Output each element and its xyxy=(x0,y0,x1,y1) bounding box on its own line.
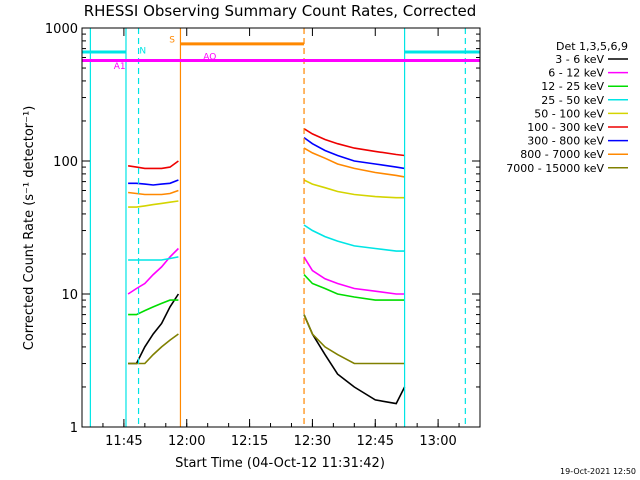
plot-frame xyxy=(81,27,481,428)
x-tick-label-5: 13:00 xyxy=(419,434,456,449)
series-line-5-1 xyxy=(303,128,405,157)
series-line-4-1 xyxy=(303,179,405,199)
series-line-6-0 xyxy=(128,179,179,186)
interval-label-n: N xyxy=(139,46,146,56)
series-line-3-0 xyxy=(128,256,179,261)
x-tick-label-4: 12:45 xyxy=(357,434,394,449)
interval-label-ao: AO xyxy=(203,53,216,63)
x-tick-label-1: 12:00 xyxy=(168,434,205,449)
series-line-4-0 xyxy=(128,200,179,208)
interval-bars: N S AO A1 xyxy=(82,35,480,72)
footer-timestamp: 19-Oct-2021 12:50 xyxy=(560,467,636,476)
x-axis-label: Start Time (04-Oct-12 11:31:42) xyxy=(175,456,385,471)
x-tick-label-2: 12:15 xyxy=(231,434,268,449)
axes: 11:45 12:00 12:15 12:30 12:45 13:00 1 10 100 1000 xyxy=(45,22,481,449)
legend-label-3: 25 - 50 keV xyxy=(541,94,604,107)
y-axis-label: Corrected Count Rate (s⁻¹ detector⁻¹) xyxy=(22,106,37,351)
series-line-3-1 xyxy=(303,224,405,252)
series-line-8-1 xyxy=(303,314,405,365)
series-line-0-1 xyxy=(303,314,406,405)
y-tick-label-2: 100 xyxy=(53,155,78,170)
legend-label-7: 800 - 7000 keV xyxy=(520,148,604,161)
x-tick-label-0: 11:45 xyxy=(105,434,142,449)
x-tick-label-3: 12:30 xyxy=(294,434,331,449)
legend-label-6: 300 - 800 keV xyxy=(527,135,604,148)
series-line-1-0 xyxy=(127,247,179,295)
legend-title: Det 1,3,5,6,9 xyxy=(556,40,628,53)
legend-label-5: 100 - 300 keV xyxy=(527,121,604,134)
legend-label-8: 7000 - 15000 keV xyxy=(506,162,604,175)
legend-label-0: 3 - 6 keV xyxy=(555,53,604,66)
series-line-7-0 xyxy=(128,189,179,196)
chart-title: RHESSI Observing Summary Count Rates, Co… xyxy=(84,2,477,20)
series-line-5-0 xyxy=(127,160,179,170)
legend-label-2: 12 - 25 keV xyxy=(541,80,604,93)
series-line-0-0 xyxy=(128,293,180,365)
series-line-2-0 xyxy=(128,299,179,316)
series-layer xyxy=(127,128,406,405)
legend-label-1: 6 - 12 keV xyxy=(548,67,604,80)
series-line-7-1 xyxy=(303,147,405,178)
series-line-1-1 xyxy=(303,256,405,295)
y-tick-label-0: 1 xyxy=(70,421,78,436)
legend-label-4: 50 - 100 keV xyxy=(534,107,604,120)
interval-label-s: S xyxy=(169,35,175,45)
y-tick-label-1: 10 xyxy=(61,288,78,303)
series-line-6-1 xyxy=(303,136,405,170)
vertical-markers xyxy=(89,28,466,427)
series-line-8-0 xyxy=(128,333,179,365)
y-tick-label-3: 1000 xyxy=(45,22,78,37)
interval-label-a1: A1 xyxy=(114,62,126,72)
series-line-2-1 xyxy=(303,274,405,301)
